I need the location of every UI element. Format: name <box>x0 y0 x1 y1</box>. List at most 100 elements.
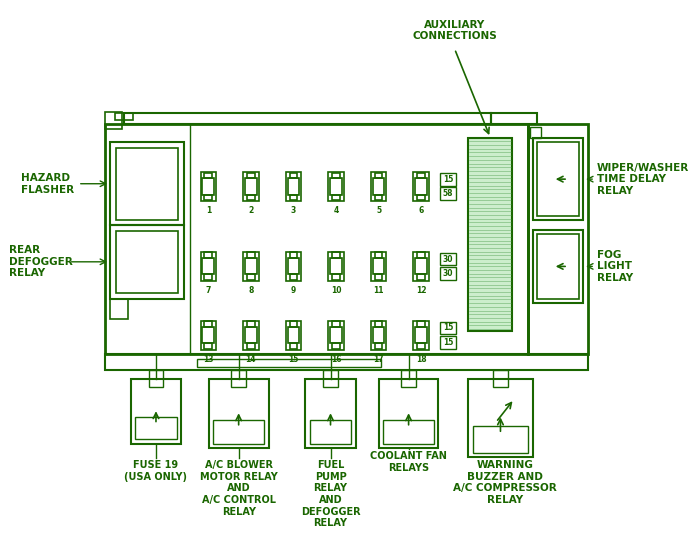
Text: 58: 58 <box>443 189 454 198</box>
Bar <box>310 419 351 443</box>
Bar <box>473 425 528 453</box>
Bar <box>286 172 301 201</box>
Bar <box>417 195 425 200</box>
Bar <box>116 231 178 293</box>
Bar <box>332 195 340 200</box>
Bar <box>110 225 183 298</box>
Bar <box>200 252 216 281</box>
Bar <box>415 179 427 195</box>
Bar <box>286 252 301 281</box>
Text: FUEL
PUMP
RELAY
AND
DEFOGGER
RELAY: FUEL PUMP RELAY AND DEFOGGER RELAY <box>301 460 360 528</box>
Bar <box>372 259 384 274</box>
Text: FUSE 19
(USA ONLY): FUSE 19 (USA ONLY) <box>125 460 188 482</box>
Bar <box>332 343 340 349</box>
Bar <box>417 343 425 349</box>
Bar <box>200 321 216 350</box>
Bar <box>202 327 214 343</box>
Text: 15: 15 <box>288 354 299 364</box>
Bar <box>305 379 356 448</box>
Text: 15: 15 <box>443 338 454 347</box>
Bar <box>247 274 255 280</box>
Bar <box>200 172 216 201</box>
Bar <box>374 321 382 327</box>
Bar <box>204 195 212 200</box>
Text: 15: 15 <box>443 175 454 184</box>
Bar <box>247 321 255 327</box>
Text: AUXILIARY
CONNECTIONS: AUXILIARY CONNECTIONS <box>412 20 497 41</box>
Bar <box>372 327 384 343</box>
Bar <box>286 321 301 350</box>
Bar <box>124 113 491 124</box>
Bar <box>332 253 340 259</box>
Bar <box>417 274 425 280</box>
Bar <box>290 343 298 349</box>
Text: 2: 2 <box>248 206 253 215</box>
Bar <box>440 336 456 349</box>
Text: 12: 12 <box>416 286 426 295</box>
Bar <box>330 259 342 274</box>
Text: 4: 4 <box>333 206 339 215</box>
Bar <box>330 179 342 195</box>
Text: 5: 5 <box>376 206 382 215</box>
Bar <box>247 173 255 179</box>
Text: 1: 1 <box>206 206 211 215</box>
Text: 9: 9 <box>290 286 296 295</box>
Bar <box>332 274 340 280</box>
Bar <box>374 253 382 259</box>
Bar <box>204 173 212 179</box>
Bar <box>401 370 416 387</box>
Bar <box>231 370 246 387</box>
Bar <box>417 173 425 179</box>
Text: 7: 7 <box>206 286 211 295</box>
Bar <box>209 379 269 448</box>
Bar <box>116 148 178 220</box>
Bar <box>328 172 344 201</box>
Bar <box>204 253 212 259</box>
Bar <box>106 354 588 370</box>
Bar <box>371 252 386 281</box>
Bar <box>247 343 255 349</box>
Bar <box>328 252 344 281</box>
Bar <box>440 253 456 265</box>
Bar <box>247 195 255 200</box>
Text: FOG
LIGHT
RELAY: FOG LIGHT RELAY <box>597 250 633 283</box>
Bar <box>115 113 133 120</box>
Bar <box>202 179 214 195</box>
Bar <box>440 173 456 185</box>
Bar <box>204 274 212 280</box>
Text: 6: 6 <box>419 206 423 215</box>
Bar <box>106 112 122 128</box>
Bar <box>440 321 456 334</box>
Bar <box>290 321 298 327</box>
Bar <box>290 253 298 259</box>
Bar <box>384 419 434 443</box>
Bar <box>332 321 340 327</box>
Text: A/C BLOWER
MOTOR RELAY
AND
A/C CONTROL
RELAY: A/C BLOWER MOTOR RELAY AND A/C CONTROL R… <box>199 460 277 516</box>
Text: WARNING
BUZZER AND
A/C COMPRESSOR
RELAY: WARNING BUZZER AND A/C COMPRESSOR RELAY <box>453 460 557 505</box>
Bar <box>374 195 382 200</box>
Text: HAZARD
FLASHER: HAZARD FLASHER <box>21 173 74 195</box>
Bar <box>245 259 257 274</box>
Bar <box>243 252 259 281</box>
Text: WIPER/WASHER
TIME DELAY
RELAY: WIPER/WASHER TIME DELAY RELAY <box>597 163 690 196</box>
Bar <box>202 259 214 274</box>
Bar <box>245 179 257 195</box>
Bar <box>528 124 588 354</box>
Bar <box>440 268 456 280</box>
Bar <box>135 417 176 439</box>
Bar <box>290 274 298 280</box>
Bar <box>374 343 382 349</box>
Text: 3: 3 <box>290 206 296 215</box>
Bar <box>468 379 533 457</box>
Text: 14: 14 <box>246 354 256 364</box>
Bar <box>332 173 340 179</box>
Bar <box>493 370 507 387</box>
Bar <box>530 127 541 138</box>
Text: 13: 13 <box>203 354 214 364</box>
Text: 30: 30 <box>443 269 454 278</box>
Bar <box>371 321 386 350</box>
Bar <box>415 259 427 274</box>
Bar <box>197 359 381 367</box>
Text: 17: 17 <box>373 354 384 364</box>
Bar <box>288 179 300 195</box>
